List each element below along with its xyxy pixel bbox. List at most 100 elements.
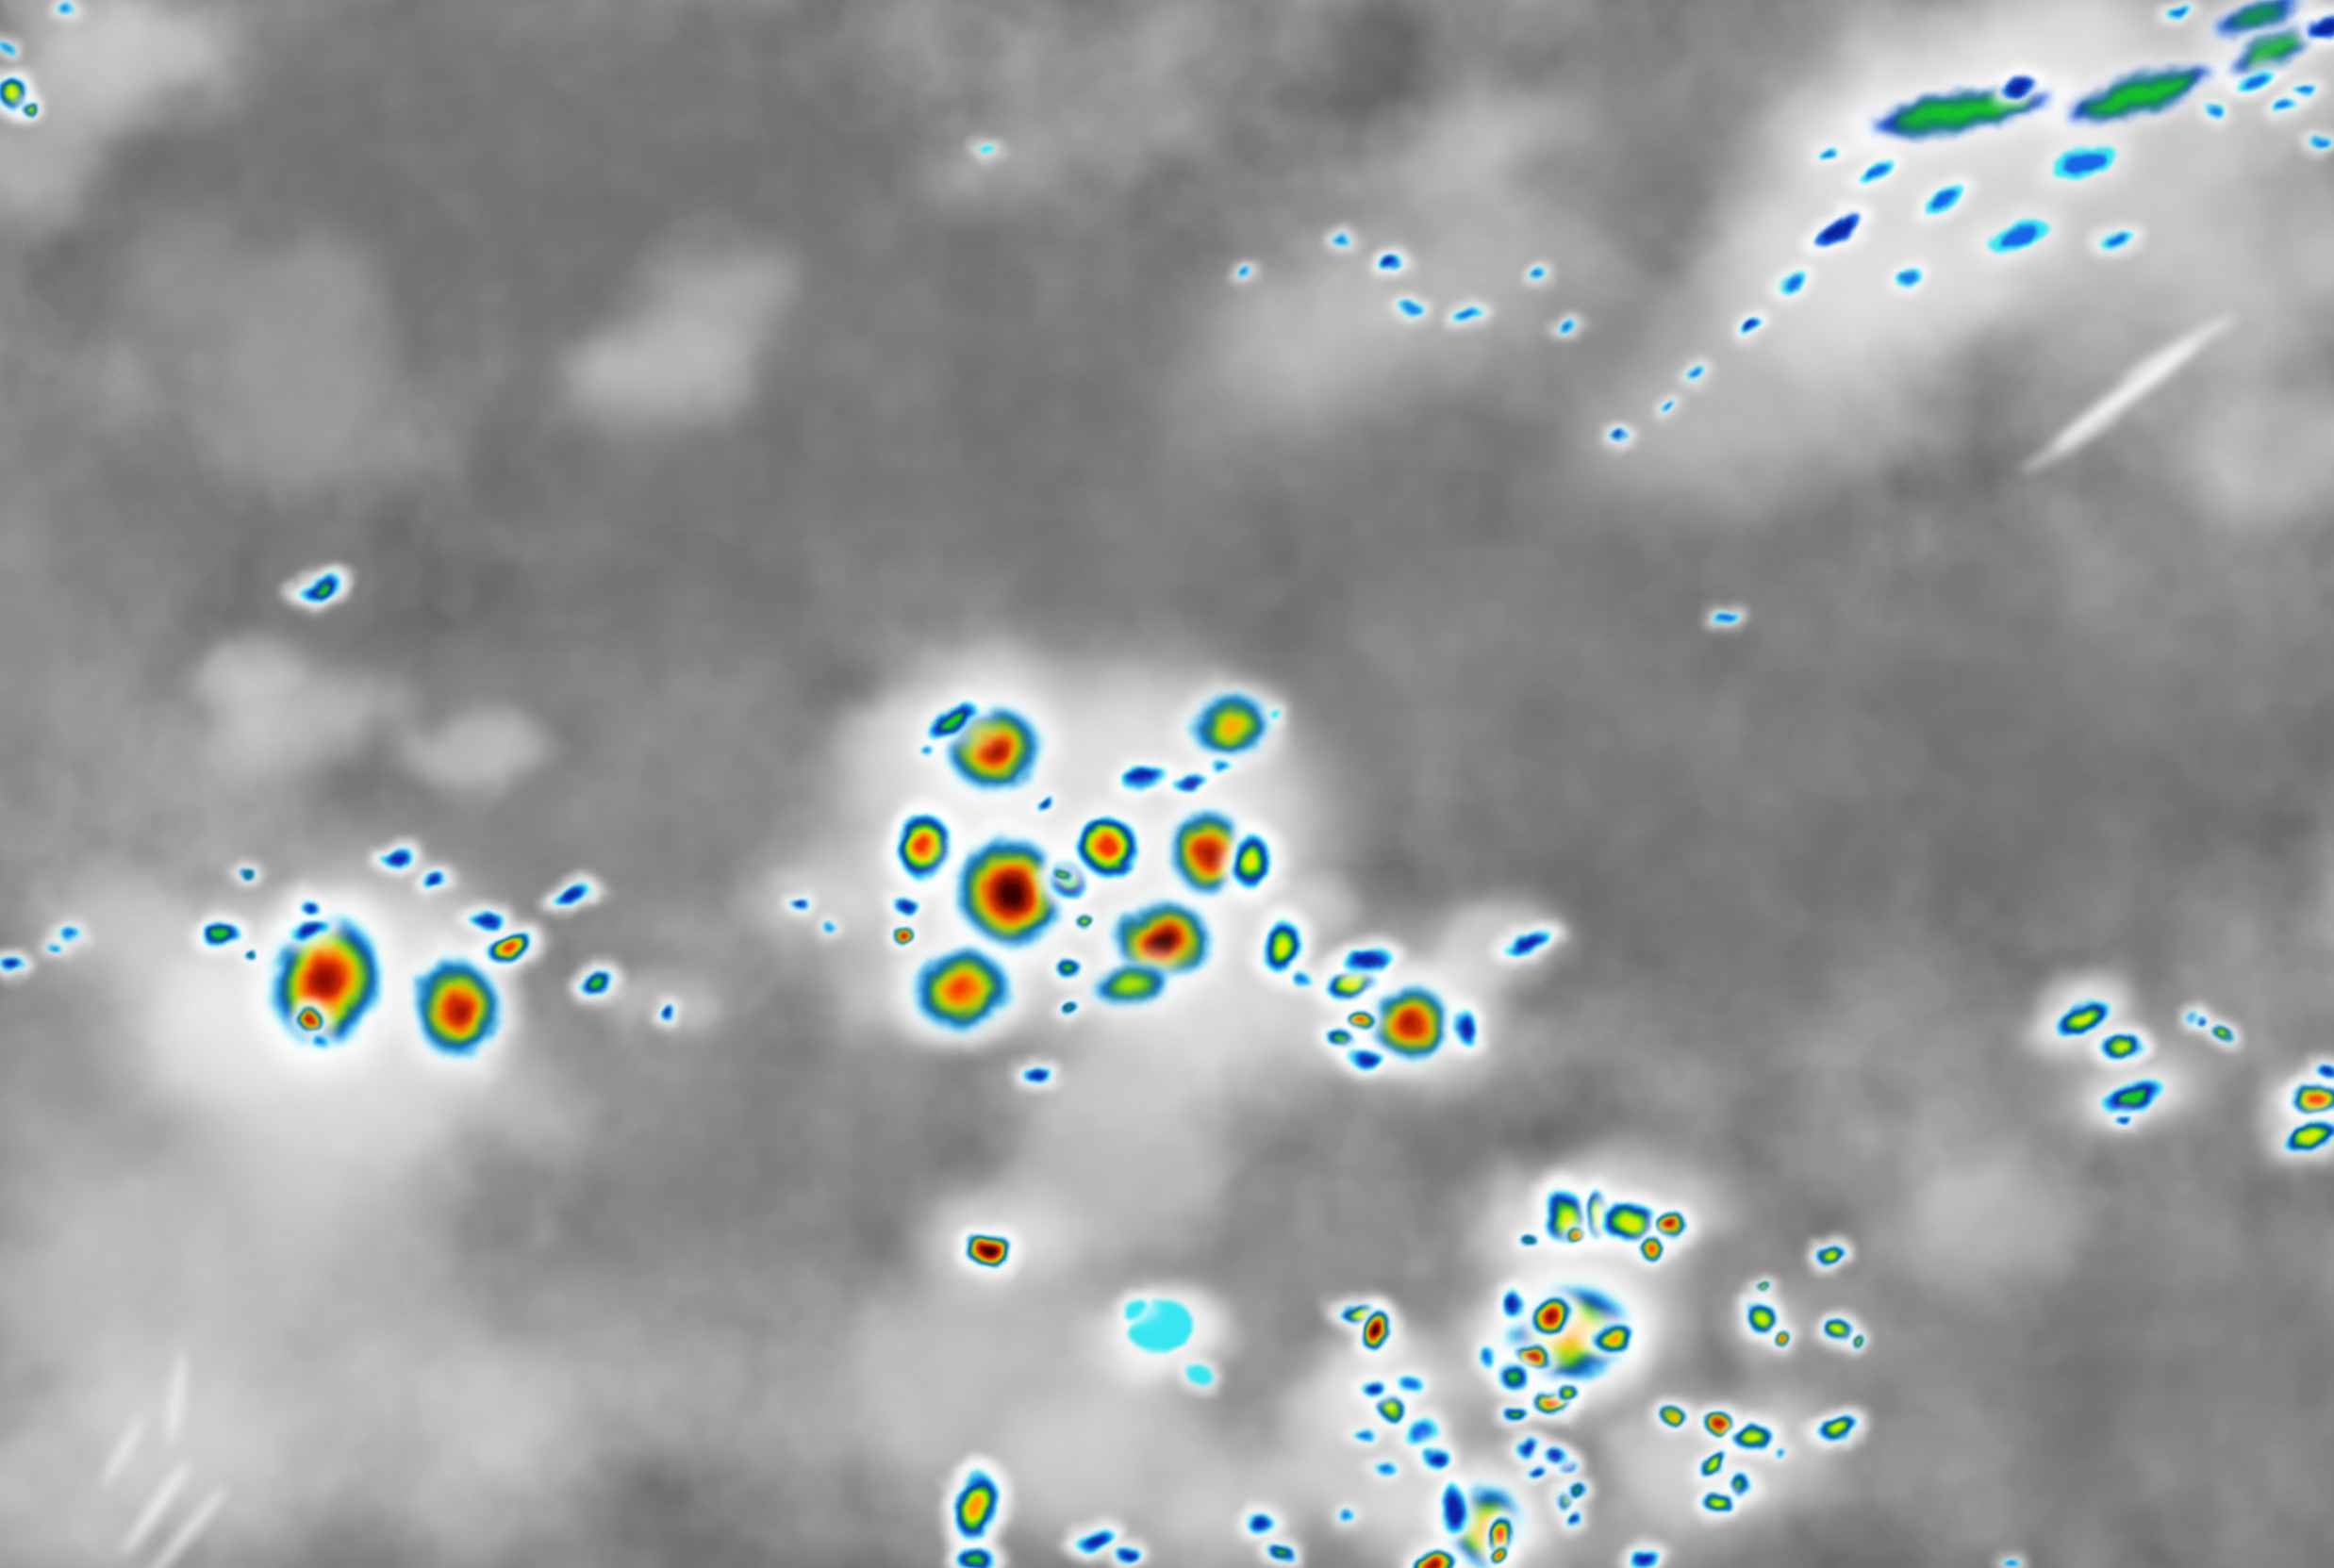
storm-cell: [1493, 1280, 1531, 1328]
enhancement-ring-blue: [1818, 146, 1831, 156]
enhancement-ring-blue: [1559, 322, 1572, 329]
enhancement-ring-navy: [1357, 1055, 1378, 1065]
storm-cell: [1394, 295, 1430, 322]
storm-cell: [2285, 77, 2326, 102]
enhancement-ring-navy: [795, 900, 804, 906]
enhancement-ring-blue: [62, 931, 79, 940]
enhancement-ring-black-core: [1373, 1326, 1381, 1337]
storm-cell: [1912, 175, 1978, 224]
storm-cell: [2155, 0, 2202, 25]
enhancement-ring-green: [1525, 1237, 1532, 1243]
storm-cell: [1178, 685, 1283, 767]
enhancement-ring-orange: [968, 1494, 985, 1519]
storm-cell: [460, 902, 511, 934]
storm-cell: [1548, 312, 1583, 338]
enhancement-ring-yellow: [2072, 1011, 2093, 1026]
storm-cell: [1064, 1516, 1124, 1561]
enhancement-ring-yellow: [6, 84, 17, 99]
storm-cell: [1249, 907, 1316, 988]
storm-cell: [41, 936, 67, 959]
enhancement-ring-dark-red: [1530, 1354, 1539, 1362]
storm-cell: [1097, 887, 1229, 995]
enhancement-ring-navy: [1084, 1532, 1103, 1545]
enhancement-ring-navy: [1823, 220, 1855, 242]
enhancement-ring-green: [2086, 74, 2195, 115]
enhancement-ring-dark-red: [311, 964, 339, 998]
storm-cell: [2195, 0, 2322, 44]
white-cloud-mass: [920, 120, 1079, 201]
storm-cell: [1580, 1312, 1646, 1362]
white-cloud-mass: [408, 711, 544, 788]
enhancement-ring-navy: [2007, 79, 2029, 94]
enhancement-ring-blue: [1930, 190, 1959, 209]
enhancement-ring-navy: [305, 901, 312, 911]
storm-cell: [2038, 133, 2130, 191]
storm-cell: [570, 960, 622, 1005]
enhancement-ring-blue: [1664, 404, 1674, 411]
storm-cell: [2109, 1110, 2141, 1132]
storm-cell: [1805, 1236, 1854, 1272]
storm-cell: [934, 693, 1056, 806]
enhancement-ring-cyan: [1188, 1365, 1211, 1384]
enhancement-ring-blue: [2279, 104, 2294, 113]
storm-cell: [2268, 1111, 2334, 1162]
enhancement-ring-dark-red: [1425, 1560, 1442, 1568]
storm-cell: [1769, 1443, 1794, 1465]
enhancement-ring-green: [588, 976, 604, 989]
enhancement-ring-dark-red: [1668, 1223, 1678, 1230]
enhancement-ring-green: [312, 583, 329, 592]
storm-cell: [1079, 957, 1184, 1014]
storm-cell: [784, 891, 816, 916]
white-cloud-mass: [0, 113, 113, 217]
enhancement-ring-red: [1497, 1530, 1506, 1543]
storm-cell: [1333, 1506, 1365, 1530]
enhancement-ring-yellow: [2114, 1041, 2129, 1052]
storm-cell: [1443, 302, 1494, 330]
enhancement-ring-blue: [1356, 1429, 1369, 1437]
storm-cell: [913, 738, 939, 761]
storm-cell: [817, 917, 843, 940]
enhancement-ring-yellow: [2297, 1130, 2324, 1143]
enhancement-ring-navy: [1122, 1551, 1135, 1560]
enhancement-ring-blue: [1343, 1514, 1354, 1522]
enhancement-ring-red: [948, 979, 976, 1001]
cirrus-streak: [2053, 340, 2200, 448]
storm-cell: [1545, 1378, 1586, 1404]
storm-cell: [945, 1540, 1007, 1568]
enhancement-ring-navy: [1444, 1494, 1461, 1523]
storm-cell: [2043, 987, 2122, 1049]
enhancement-ring-navy: [1384, 260, 1398, 268]
enhancement-ring-red: [1496, 1553, 1503, 1559]
storm-cell: [2278, 1073, 2334, 1124]
enhancement-ring-yellow: [1274, 936, 1291, 959]
storm-cell: [399, 941, 516, 1077]
storm-cell: [1344, 1420, 1382, 1446]
storm-cell: [1848, 150, 1905, 193]
storm-cell: [2267, 93, 2307, 124]
enhancement-ring-cyan: [981, 147, 996, 155]
enhancement-ring-blue: [2313, 138, 2326, 145]
storm-cell: [1330, 939, 1405, 981]
enhancement-ring-yellow: [1618, 1213, 1641, 1230]
storm-cell: [1806, 1407, 1872, 1450]
enhancement-ring-cyan: [1269, 710, 1281, 718]
enhancement-ring-blue: [50, 945, 58, 950]
storm-cell: [413, 863, 455, 897]
enhancement-ring-navy: [1638, 1555, 1653, 1566]
enhancement-ring-navy: [1616, 434, 1624, 439]
enhancement-ring-blue: [922, 747, 930, 752]
storm-cell: [51, 0, 83, 22]
storm-cell: [1504, 1431, 1551, 1463]
cirrus-streak: [2020, 414, 2120, 472]
storm-cell: [885, 918, 922, 952]
enhancement-ring-red: [1779, 1336, 1785, 1342]
cirrus-streak: [167, 1351, 186, 1445]
storm-cell: [1730, 309, 1770, 341]
enhancement-ring-navy: [2320, 1065, 2331, 1073]
enhancement-ring-blue: [2210, 107, 2223, 115]
white-cloud-mass: [10, 2, 235, 130]
storm-cell: [1766, 1324, 1798, 1354]
enhancement-ring-blue: [1778, 1451, 1785, 1457]
storm-cell: [1680, 360, 1714, 388]
